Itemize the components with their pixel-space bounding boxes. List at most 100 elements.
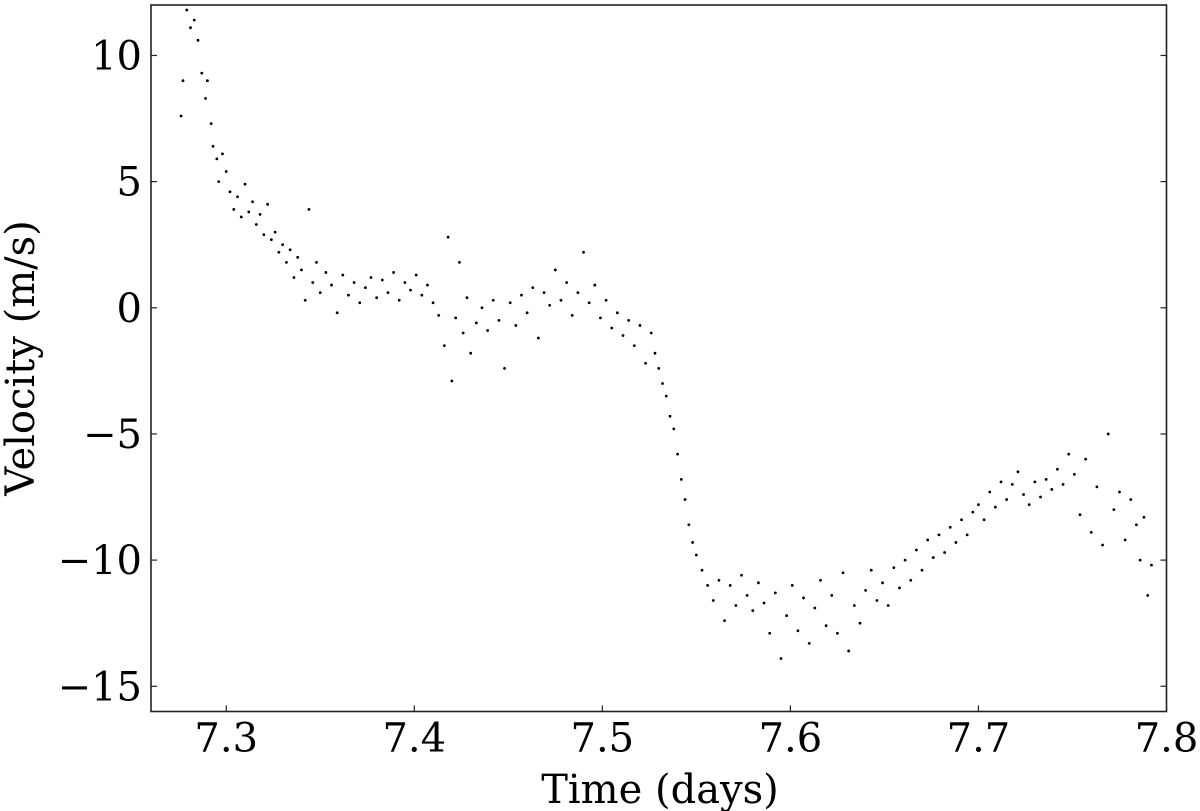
data-point bbox=[802, 596, 805, 600]
data-point bbox=[480, 306, 484, 310]
data-point bbox=[273, 230, 277, 234]
data-point bbox=[960, 518, 963, 522]
data-point bbox=[206, 79, 209, 83]
data-point bbox=[909, 578, 913, 582]
data-point bbox=[1033, 480, 1037, 484]
data-point bbox=[683, 498, 687, 501]
data-point bbox=[1061, 483, 1065, 486]
data-point bbox=[728, 583, 732, 587]
data-point bbox=[954, 541, 958, 544]
data-point bbox=[869, 568, 873, 572]
data-point bbox=[1072, 472, 1076, 476]
data-point bbox=[217, 180, 221, 184]
data-point bbox=[465, 296, 469, 300]
data-point bbox=[458, 260, 461, 264]
y-axis-ticks: 10 5 0 −5 −10 −15 bbox=[58, 33, 1167, 710]
y-axis-label: Velocity (m/s) bbox=[0, 220, 44, 497]
data-point bbox=[779, 657, 783, 660]
data-point bbox=[948, 525, 952, 529]
y-tick-label: −10 bbox=[58, 538, 142, 584]
data-point bbox=[330, 283, 333, 287]
data-point bbox=[740, 573, 743, 577]
data-point bbox=[1027, 503, 1031, 506]
data-point bbox=[1016, 470, 1020, 474]
data-point bbox=[414, 273, 418, 277]
data-point bbox=[1095, 485, 1099, 489]
data-point bbox=[296, 255, 300, 259]
data-point bbox=[300, 268, 303, 272]
data-point bbox=[189, 26, 192, 30]
x-tick-label: 7.4 bbox=[382, 716, 446, 762]
data-point bbox=[277, 250, 281, 254]
data-point bbox=[627, 319, 631, 322]
data-point bbox=[664, 394, 668, 398]
data-point bbox=[324, 271, 328, 274]
data-point bbox=[403, 281, 407, 284]
data-point bbox=[1039, 495, 1042, 499]
plot-frame bbox=[150, 4, 1168, 713]
data-point bbox=[762, 601, 766, 605]
data-point bbox=[375, 296, 379, 300]
data-point bbox=[437, 313, 441, 317]
y-tick-label: 5 bbox=[117, 160, 142, 206]
data-point bbox=[1118, 490, 1121, 494]
data-point bbox=[469, 351, 473, 355]
data-point bbox=[903, 558, 907, 562]
data-point bbox=[553, 268, 557, 272]
data-point bbox=[965, 533, 969, 537]
data-point bbox=[179, 114, 183, 118]
data-point bbox=[661, 382, 664, 385]
data-point bbox=[734, 604, 738, 607]
data-point bbox=[676, 452, 679, 456]
data-point bbox=[1022, 493, 1025, 496]
data-point bbox=[1142, 515, 1146, 519]
data-point bbox=[1078, 513, 1082, 517]
data-point bbox=[691, 541, 694, 544]
y-tick-label: −15 bbox=[58, 664, 142, 710]
y-tick-label: 0 bbox=[117, 286, 142, 332]
data-point bbox=[266, 202, 269, 206]
data-point bbox=[461, 331, 465, 335]
data-point bbox=[247, 210, 251, 214]
data-point bbox=[1005, 498, 1009, 501]
data-point bbox=[409, 288, 412, 292]
data-point bbox=[836, 631, 839, 635]
data-point bbox=[830, 594, 834, 597]
data-point bbox=[1050, 488, 1054, 491]
data-point bbox=[638, 324, 642, 327]
data-point bbox=[886, 604, 890, 607]
data-point bbox=[442, 344, 446, 348]
data-point bbox=[236, 195, 239, 199]
x-tick-label: 7.3 bbox=[194, 716, 258, 762]
data-point bbox=[700, 568, 704, 572]
data-point bbox=[450, 379, 454, 383]
data-point bbox=[687, 523, 691, 527]
data-point bbox=[251, 200, 254, 204]
data-point bbox=[599, 316, 602, 320]
data-point bbox=[239, 215, 243, 219]
data-point bbox=[318, 291, 322, 295]
data-point bbox=[565, 281, 569, 284]
y-tick-label: 10 bbox=[91, 33, 142, 79]
data-point bbox=[1056, 467, 1059, 471]
data-point bbox=[288, 248, 292, 252]
data-point bbox=[486, 329, 490, 332]
data-point bbox=[841, 571, 845, 575]
data-point bbox=[593, 283, 597, 287]
data-point bbox=[1010, 483, 1014, 486]
data-point bbox=[604, 298, 608, 302]
data-point bbox=[363, 286, 367, 289]
data-point bbox=[993, 505, 997, 509]
data-point bbox=[668, 414, 672, 418]
data-point bbox=[621, 334, 625, 337]
data-point bbox=[632, 344, 636, 348]
data-point bbox=[672, 427, 676, 431]
data-point bbox=[531, 286, 535, 289]
data-point bbox=[196, 38, 200, 42]
data-point bbox=[228, 190, 232, 194]
data-point bbox=[269, 238, 273, 242]
data-point bbox=[358, 301, 362, 305]
data-point bbox=[307, 207, 311, 211]
data-point bbox=[1129, 498, 1133, 501]
data-point bbox=[369, 276, 373, 279]
